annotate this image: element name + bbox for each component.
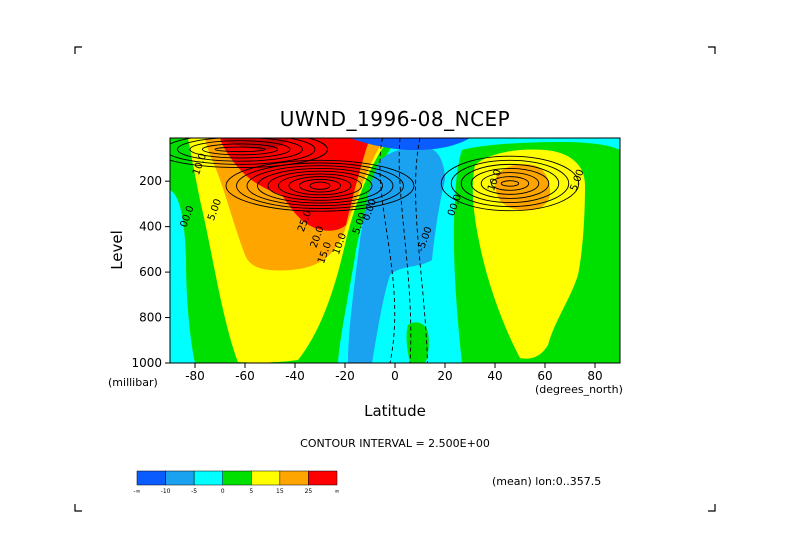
contour-line	[288, 176, 352, 196]
contour-line-dashed	[379, 138, 396, 363]
y-tick-label: 400	[139, 220, 162, 234]
x-axis-label: Latitude	[364, 402, 426, 420]
contour-line	[214, 146, 266, 153]
contour-line	[257, 168, 383, 204]
x-tick-label: -20	[335, 369, 355, 383]
x-axis-unit: (degrees_north)	[535, 383, 623, 396]
y-axis-unit: (millibar)	[108, 376, 158, 389]
contour-line	[490, 176, 530, 191]
crop-mark-top-left	[74, 46, 82, 54]
contour-line	[189, 140, 291, 159]
x-tick-label: 60	[537, 369, 552, 383]
colorbar-swatch	[222, 470, 252, 486]
colorbar-tick-label: -10	[161, 488, 171, 495]
contour-line	[450, 159, 570, 208]
y-tick-label: 600	[139, 265, 162, 279]
x-tick-label: 40	[487, 369, 502, 383]
crop-mark-top-right	[708, 46, 716, 54]
nh-band-15	[495, 164, 550, 211]
colorbar-swatch	[165, 470, 195, 486]
colorbar-swatch	[136, 470, 166, 486]
colorbar-swatch	[193, 470, 223, 486]
contour-line	[440, 155, 580, 212]
contour-line	[225, 159, 415, 212]
x-tick-label: 20	[437, 369, 452, 383]
contour-line	[500, 180, 520, 187]
contour-line	[267, 170, 373, 201]
contour-interval-text: CONTOUR INTERVAL = 2.500E+00	[300, 437, 490, 450]
easterly-jet-top	[350, 138, 470, 150]
contour-line	[470, 168, 550, 199]
colorbar-tick-label: 5	[249, 488, 253, 495]
colorbar-tick-label: -5	[191, 488, 197, 495]
x-tick-label: 0	[391, 369, 399, 383]
crop-mark-bottom-right	[708, 504, 716, 512]
easterly-band-neg5	[348, 147, 445, 363]
colorbar-tick-label: -∞	[133, 488, 140, 495]
contour-line	[202, 143, 278, 156]
colorbar-tick-label: 15	[276, 488, 284, 495]
y-tick-label: 1000	[131, 356, 162, 370]
crop-marks	[74, 46, 716, 512]
contour-line	[278, 173, 362, 198]
contour-line	[170, 138, 328, 168]
colorbar-tick-label: 0	[221, 488, 225, 495]
contour-line	[480, 172, 540, 195]
x-tick-label: -80	[185, 369, 205, 383]
surface-westerly-blob	[406, 322, 429, 363]
colorbar-swatch	[251, 470, 281, 486]
chart-title: UWND_1996-08_NCEP	[280, 107, 510, 131]
x-axis-ticks: -80 -60 -40 -20 0 20 40 60 80	[185, 363, 603, 383]
colorbar-swatch	[279, 470, 309, 486]
colorbar-tick-label: 25	[305, 488, 313, 495]
crop-mark-bottom-left	[74, 504, 82, 512]
contour-line-dashed	[398, 138, 412, 363]
y-tick-label: 200	[139, 174, 162, 188]
colorbar: -∞ -10 -5 0 5 15 25 ∞	[133, 470, 340, 495]
y-axis-label: Level	[108, 230, 126, 270]
contour-line	[309, 181, 331, 190]
y-axis-ticks: 200 400 600 800 1000	[131, 174, 170, 370]
contour-line	[460, 163, 560, 203]
contour-line	[246, 165, 394, 207]
x-tick-label: -40	[285, 369, 305, 383]
contour-line-dashed	[415, 138, 428, 363]
x-tick-label: -60	[235, 369, 255, 383]
longitude-subtitle: (mean) lon:0..357.5	[492, 475, 601, 488]
colorbar-swatch	[308, 470, 338, 486]
y-tick-label: 800	[139, 311, 162, 325]
contour-line	[177, 138, 303, 162]
contour-line	[170, 138, 316, 165]
sh-surface-easterly	[170, 190, 195, 363]
contour-line	[299, 178, 341, 193]
contour-lines	[170, 138, 580, 363]
x-tick-label: 80	[587, 369, 602, 383]
contour-line	[236, 162, 404, 209]
colorbar-tick-label: ∞	[335, 488, 340, 495]
